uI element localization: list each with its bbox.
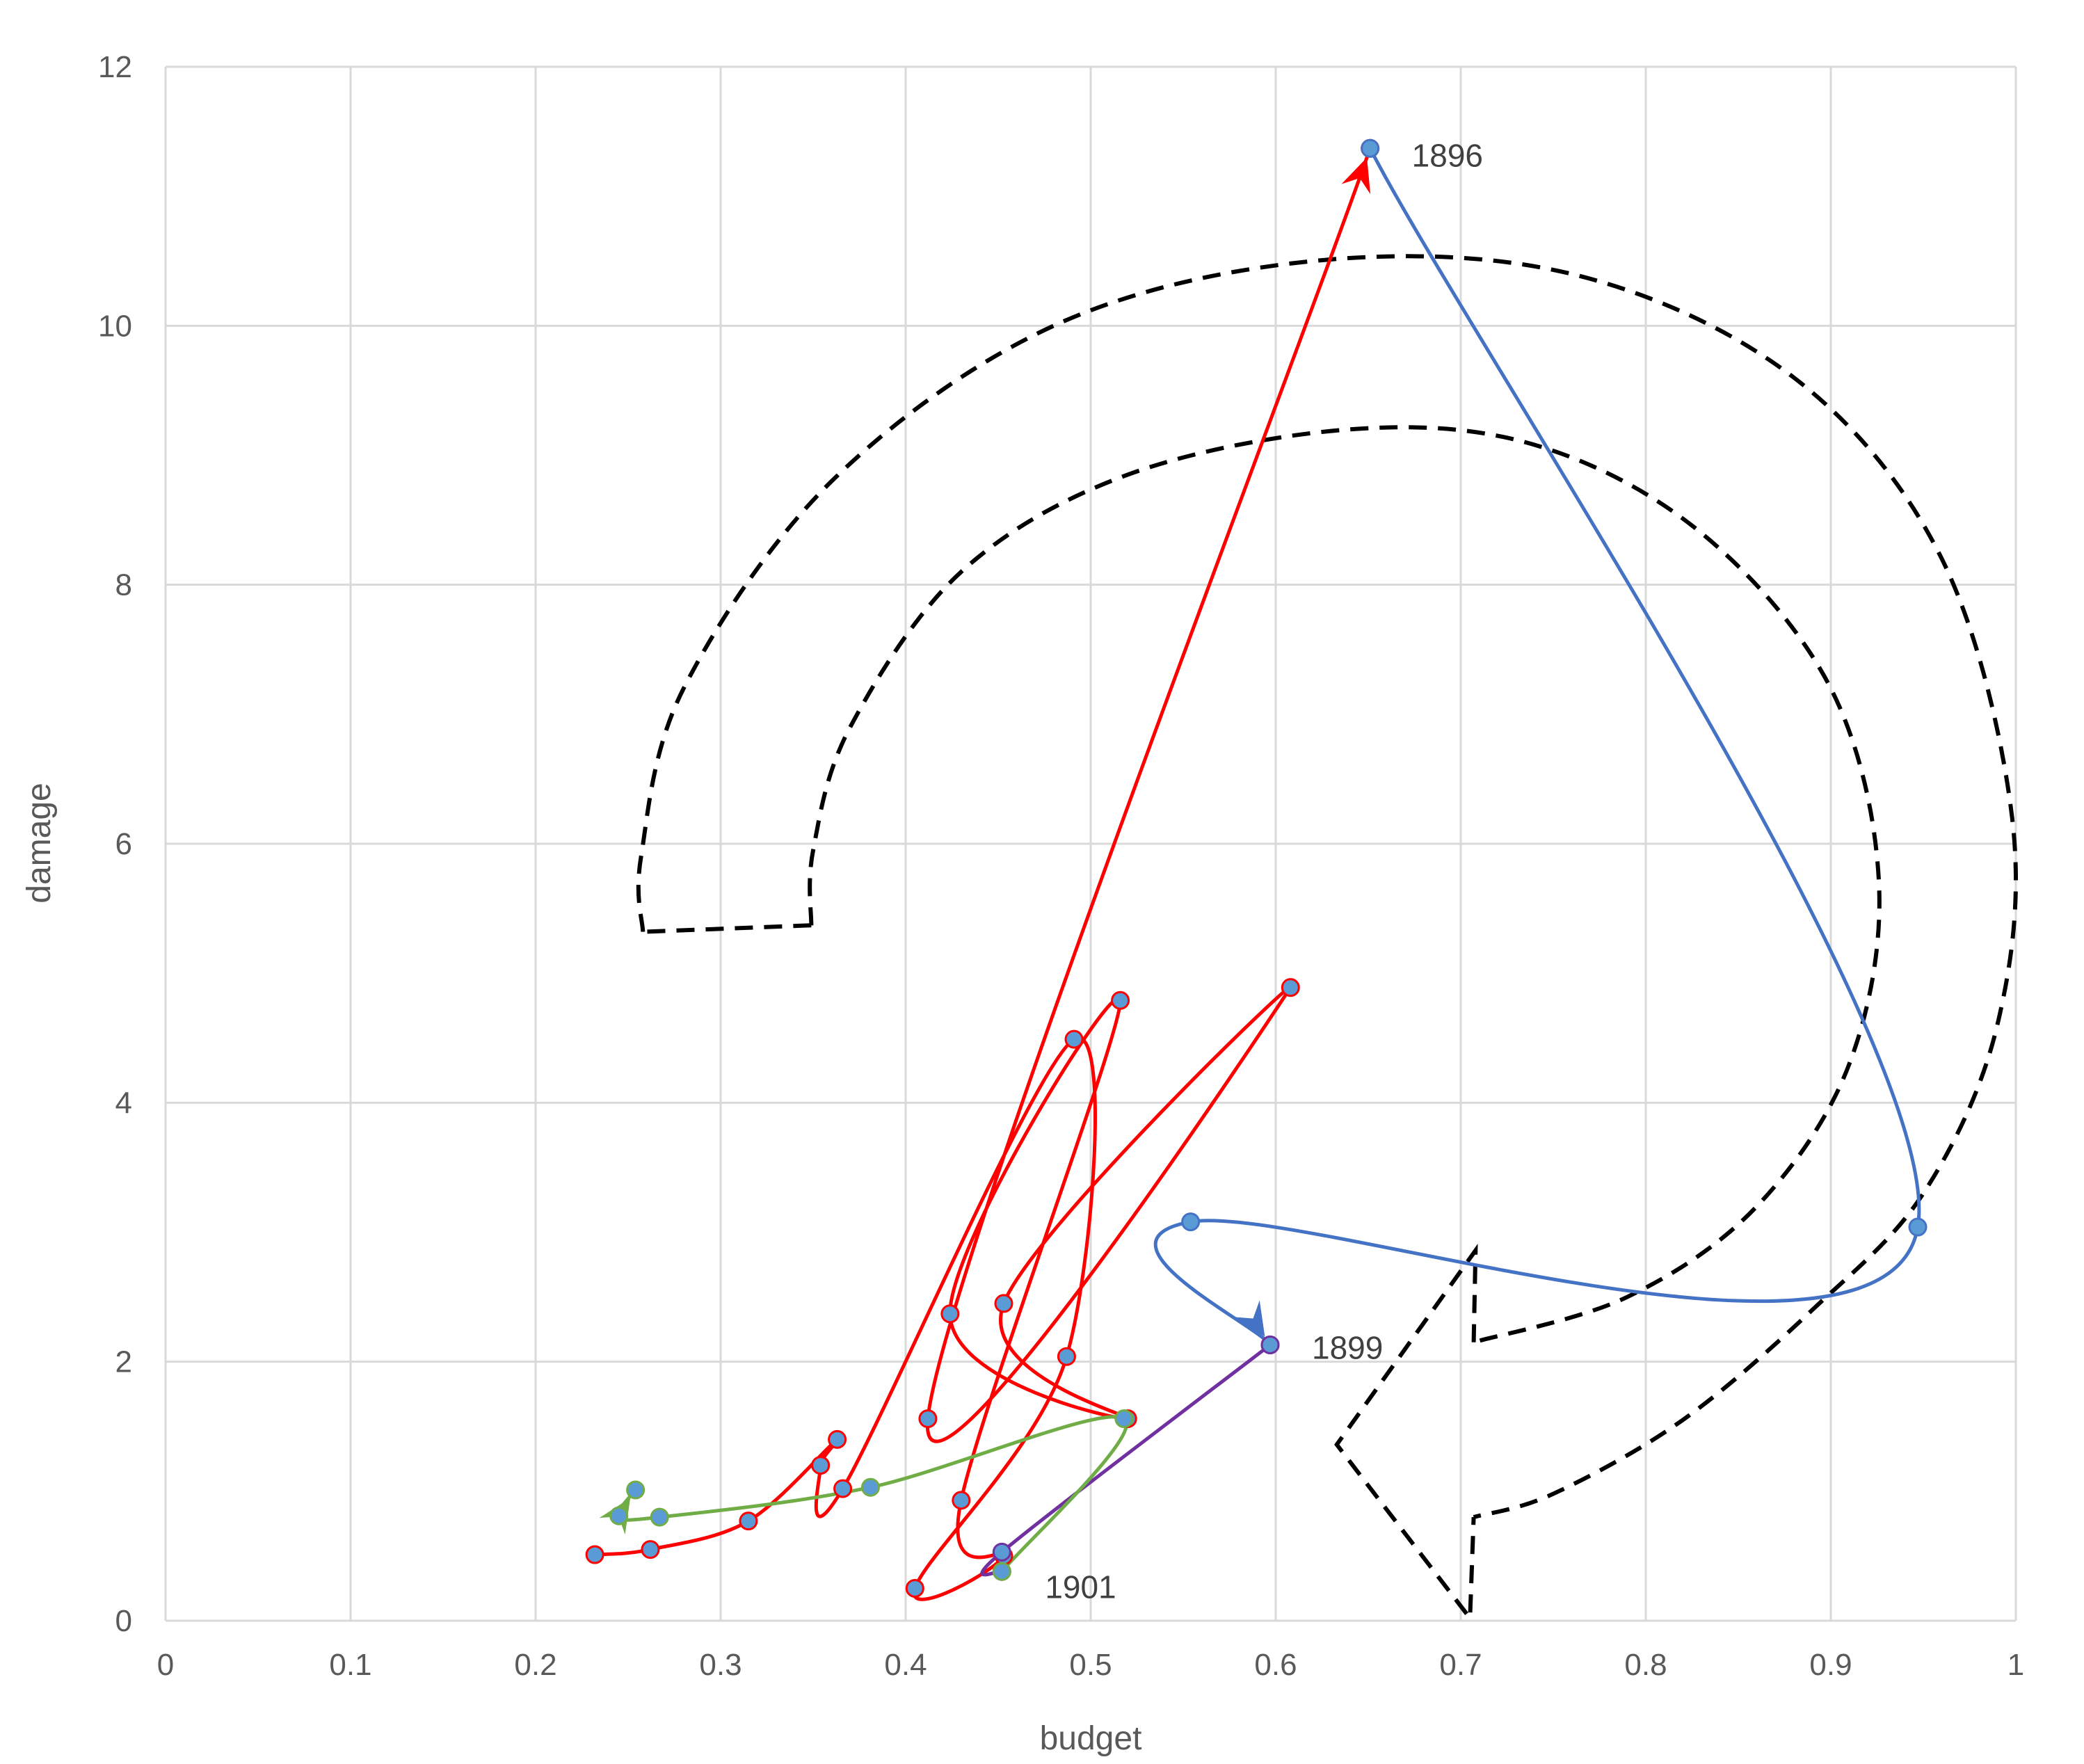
red-series-line [593, 146, 1372, 1601]
x-tick-label: 0.8 [1624, 1648, 1667, 1682]
red-data-point [1111, 991, 1130, 1010]
annotations: 1896 1899 1901 [1045, 137, 1483, 1605]
red-data-point [1281, 978, 1300, 997]
purple-data-point [992, 1542, 1011, 1562]
red-data-point [905, 1578, 924, 1598]
y-tick-label: 8 [115, 568, 132, 602]
red-data-point [828, 1429, 847, 1449]
red-data-point [1057, 1347, 1076, 1366]
y-tick-label: 0 [115, 1604, 132, 1638]
dashed-arrow-tail-cap [643, 923, 812, 934]
blue-data-point [1908, 1217, 1927, 1237]
red-data-point [641, 1540, 660, 1559]
green-data-point [992, 1562, 1011, 1581]
x-tick-label: 0.1 [329, 1648, 371, 1682]
red-data-point [918, 1409, 938, 1429]
y-tick-label: 4 [115, 1086, 132, 1120]
y-axis-title: damage [21, 783, 58, 903]
red-data-point [833, 1479, 853, 1498]
green-data-point [1114, 1409, 1134, 1429]
gridlines [164, 65, 2017, 1622]
x-tick-label: 0.7 [1439, 1648, 1482, 1682]
red-data-point [1064, 1029, 1084, 1049]
green-data-point [650, 1507, 669, 1527]
x-tick-label: 0.2 [514, 1648, 556, 1682]
x-axis-title: budget [1040, 1720, 1142, 1757]
blue-arrowhead [1233, 1300, 1265, 1337]
dashed-arrow-outer [636, 254, 2019, 1519]
dashed-arrow-head [1334, 1243, 1478, 1624]
x-tick-label: 0.3 [699, 1648, 742, 1682]
x-tick-label: 1 [2007, 1648, 2024, 1682]
red-data-point [739, 1512, 758, 1531]
series-lines [593, 146, 1921, 1601]
red-arrowhead [1341, 157, 1371, 195]
y-tick-label: 10 [98, 309, 132, 343]
red-data-point [940, 1304, 960, 1324]
dashed-arrow-inner [808, 425, 1882, 1345]
green-data-point [609, 1506, 629, 1525]
x-tick-label: 0.9 [1809, 1648, 1852, 1682]
y-tick-label: 12 [98, 50, 132, 84]
year-label-1901: 1901 [1045, 1569, 1116, 1605]
red-data-point [811, 1456, 831, 1475]
x-tick-label: 0.5 [1069, 1648, 1112, 1682]
red-data-point [994, 1294, 1013, 1313]
blue-data-point [1361, 138, 1380, 158]
x-tick-label: 0.4 [884, 1648, 927, 1682]
y-tick-label: 6 [115, 827, 132, 861]
green-data-point [626, 1480, 646, 1500]
blue-data-point [1181, 1212, 1201, 1232]
red-data-point [952, 1491, 971, 1510]
x-tick-label: 0 [157, 1648, 174, 1682]
x-tick-label: 0.6 [1254, 1648, 1297, 1682]
purple-series-line [980, 1343, 1272, 1577]
year-label-1896: 1896 [1412, 137, 1483, 173]
dashed-arrow [636, 254, 2019, 1624]
y-tick-label: 2 [115, 1345, 132, 1379]
blue-series-line [1153, 146, 1921, 1347]
green-data-point [860, 1477, 880, 1497]
red-data-point [585, 1545, 604, 1564]
purple-data-point [1260, 1335, 1280, 1354]
year-label-1899: 1899 [1312, 1329, 1383, 1365]
series-markers [585, 138, 1927, 1598]
